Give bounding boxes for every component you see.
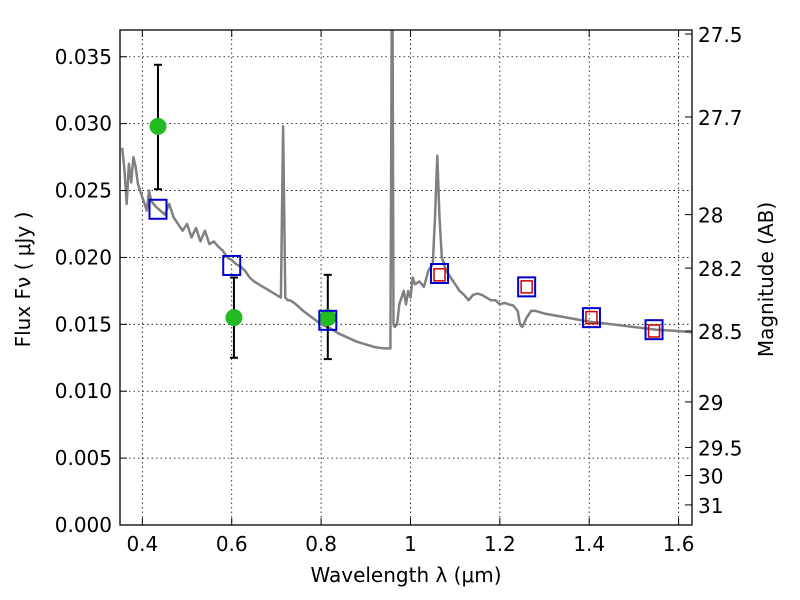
model-photometry-square [517,276,537,298]
model-photometry-square [430,262,450,284]
y-tick-label: 0.015 [55,312,112,336]
observed-point [319,309,337,327]
observed-point [225,309,243,327]
y2-axis-label: Magnitude (AB) [754,202,778,357]
grid-layer [120,30,692,526]
x-axis-label: Wavelength λ (μm) [310,563,501,587]
y2-tick-label: 29 [698,391,723,415]
predicted-photometry-square [520,280,533,294]
y-tick-label: 0.005 [55,446,112,470]
y2-tick-label: 31 [698,494,723,518]
x-tick-label: 1.4 [573,532,605,556]
y2-tick-label: 27.5 [698,23,743,47]
predicted-photometry-square [433,268,446,282]
x-tick-label: 1 [404,532,417,556]
model-photometry-square [222,254,242,276]
y-tick-label: 0.010 [55,379,112,403]
model-photometry-square [644,319,664,341]
model-spectrum-line [120,30,692,350]
y-tick-label: 0.030 [55,112,112,136]
model-photometry-square [148,198,168,220]
y-tick-label: 0.025 [55,179,112,203]
data-layer [120,30,692,361]
y2-tick-label: 28 [698,204,723,228]
x-tick-label: 0.8 [305,532,337,556]
tick-layer: 0.4 0.6 0.8 1 1.2 1.4 1.6 0.000 0.005 0.010 0.015 0… [55,23,743,556]
plot-frame [119,29,693,526]
predicted-photometry-square [647,324,661,338]
model-photometry-square [581,307,601,329]
y-tick-label: 0.000 [55,513,112,537]
y2-tick-label: 27.7 [698,106,743,130]
x-tick-label: 1.6 [663,532,695,556]
y2-tick-label: 30 [698,465,723,489]
observed-point [149,117,167,135]
y2-tick-label: 28.5 [698,320,743,344]
x-tick-label: 0.4 [126,532,158,556]
y-tick-label: 0.020 [55,245,112,269]
y2-tick-label: 28.2 [698,257,743,281]
x-tick-label: 0.6 [216,532,248,556]
y-tick-label: 0.035 [55,45,112,69]
predicted-photometry-square [585,310,598,325]
x-tick-label: 1.2 [484,532,516,556]
y-axis-label: Flux Fν ( μJy ) [11,212,35,348]
y2-tick-label: 29.5 [698,436,743,460]
model-photometry-square [318,309,338,331]
